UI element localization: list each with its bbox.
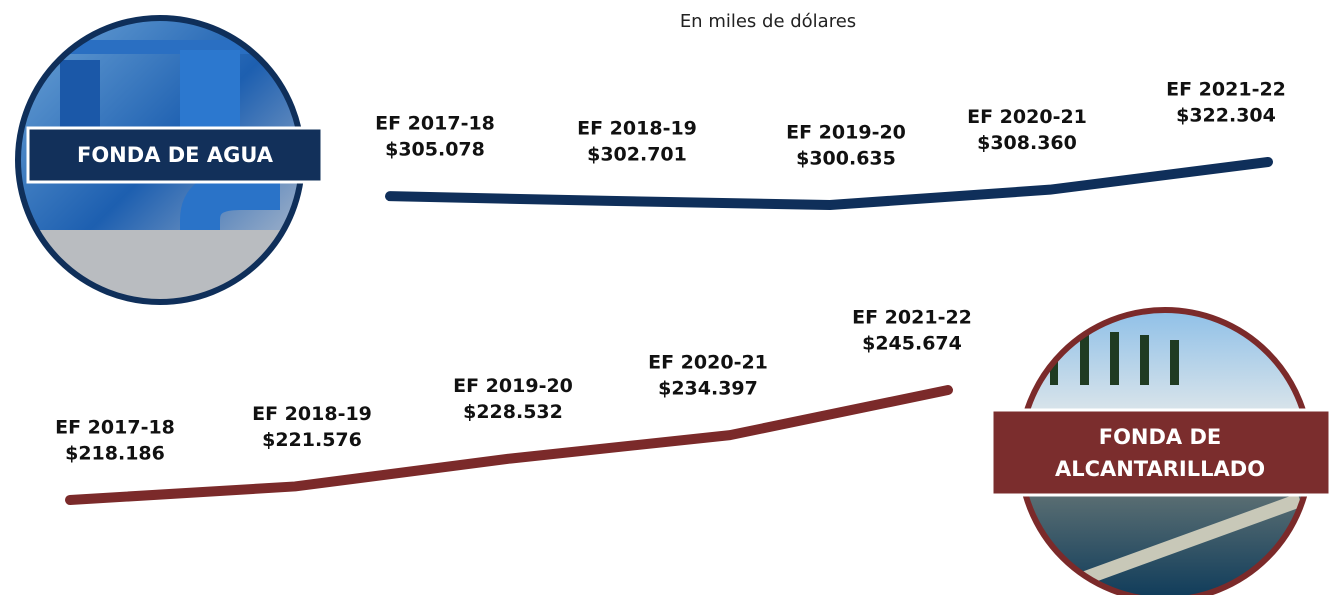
banner-title: FONDA DE ALCANTARILLADO [1040,410,1280,495]
page: En miles de dólares EF 2017-18 $305.078 EF… [0,0,1333,595]
category-label: EF 2019-20 [453,375,573,397]
value-label: $245.674 [862,333,962,355]
value-label: $221.576 [262,429,362,451]
value-label: $322.304 [1176,105,1276,127]
category-label: EF 2021-22 [852,307,972,329]
category-label: EF 2017-18 [375,113,495,135]
category-label: EF 2018-19 [577,117,697,139]
subtitle: En miles de dólares [680,11,856,32]
banner-title: FONDA DE AGUA [28,128,322,182]
value-label: $234.397 [658,378,758,400]
value-label: $305.078 [385,139,485,161]
category-label: EF 2021-22 [1166,79,1286,101]
value-label: $300.635 [796,148,896,170]
category-label: EF 2020-21 [967,106,1087,128]
value-label: $308.360 [977,132,1077,154]
category-label: EF 2020-21 [648,352,768,374]
value-label: $228.532 [463,401,563,423]
category-label: EF 2018-19 [252,403,372,425]
category-label: EF 2017-18 [55,417,175,439]
value-label: $218.186 [65,443,165,465]
chart: En miles de dólares EF 2017-18 $305.078 EF… [0,0,1333,595]
value-label: $302.701 [587,143,687,165]
category-label: EF 2019-20 [786,122,906,144]
